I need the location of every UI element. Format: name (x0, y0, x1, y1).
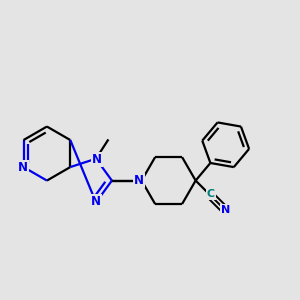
Text: N: N (18, 160, 28, 174)
Text: C: C (207, 189, 215, 199)
Text: N: N (91, 194, 101, 208)
Text: N: N (221, 205, 230, 215)
Text: N: N (134, 174, 144, 187)
Text: N: N (92, 153, 102, 166)
